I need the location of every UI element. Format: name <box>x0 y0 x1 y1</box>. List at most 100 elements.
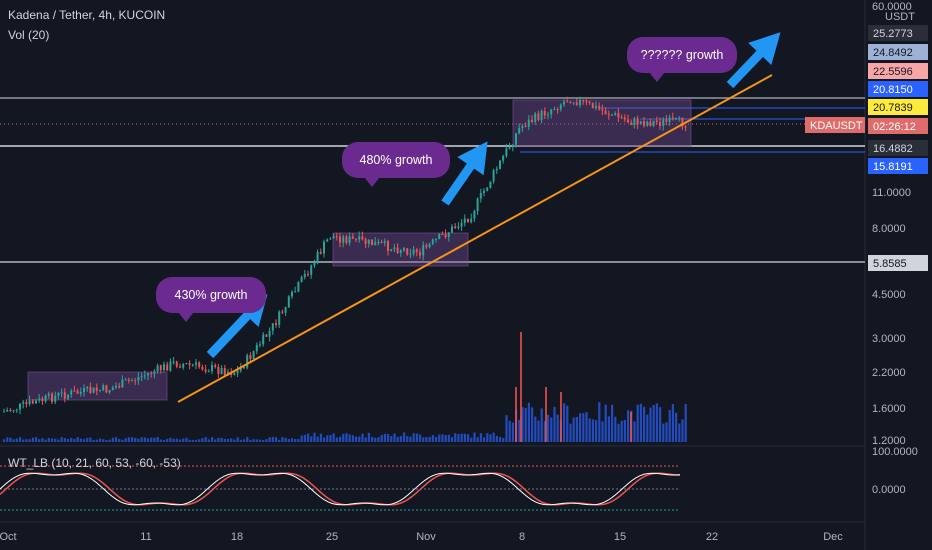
candle-body <box>255 345 258 352</box>
volume-bar <box>415 433 418 442</box>
candle-body <box>659 122 661 126</box>
volume-bar <box>156 437 159 442</box>
volume-bar <box>198 439 201 442</box>
volume-bar <box>374 437 377 442</box>
volume-bar <box>89 437 92 442</box>
volume-bar <box>159 439 162 442</box>
candle-body <box>99 390 101 392</box>
candle-body <box>294 291 297 293</box>
volume-bar <box>51 438 54 442</box>
volume-bar <box>15 438 18 442</box>
candle-body <box>41 398 44 402</box>
volume-bar <box>252 439 255 442</box>
volume-bar <box>681 419 684 442</box>
candle-body <box>323 241 325 254</box>
price-tag-bg <box>868 255 928 271</box>
volume-bar <box>547 414 550 442</box>
candle-body <box>559 104 562 110</box>
volume-bar <box>294 438 297 442</box>
volume-bar <box>38 439 41 442</box>
price-tag: 5.8585 <box>873 258 907 270</box>
candle-body <box>54 395 57 402</box>
candle-body <box>617 113 620 118</box>
candle-body <box>47 393 50 396</box>
candle-body <box>118 386 121 388</box>
candle-body <box>217 366 220 374</box>
volume-bar <box>502 437 505 442</box>
osc-tick: 100.0000 <box>872 446 918 458</box>
candle-body <box>607 114 610 116</box>
volume-bar <box>249 439 252 442</box>
volume-bar <box>521 407 524 442</box>
candle-body <box>259 344 261 346</box>
volume-bar <box>143 437 146 442</box>
candle-body <box>579 99 581 106</box>
volume-bar <box>329 435 332 442</box>
volume-bar <box>108 439 111 442</box>
candle-body <box>51 393 53 402</box>
oscillator-label: WT_LB (10, 21, 60, 53, -60, -53) <box>8 456 181 470</box>
growth-arrow-3-head <box>748 32 781 65</box>
volume-bar <box>105 439 108 442</box>
volume-bar <box>339 436 342 442</box>
volume-bar <box>233 439 236 442</box>
volume-bar <box>44 439 47 442</box>
candle-body <box>502 155 505 161</box>
candle-body <box>463 218 466 223</box>
volume-bar <box>396 436 399 442</box>
volume-spike <box>560 392 562 442</box>
candle-body <box>287 296 290 308</box>
price-tag: 20.7839 <box>873 102 913 114</box>
symbol-tag-bg <box>805 117 865 133</box>
candle-body <box>399 250 402 253</box>
candle-body <box>67 394 69 399</box>
candle-body <box>646 121 649 126</box>
volume-bar <box>153 437 156 442</box>
candle-body <box>105 385 108 393</box>
candle-body <box>531 119 533 122</box>
volume-spike <box>630 412 632 442</box>
candle-body <box>86 386 89 389</box>
candle-body <box>675 118 677 120</box>
candle-body <box>303 274 306 278</box>
candle-body <box>121 379 124 388</box>
candle-body <box>547 114 549 116</box>
volume-bar <box>431 435 434 442</box>
volume-bar <box>73 438 76 442</box>
volume-bar <box>95 439 98 442</box>
volume-bar <box>223 438 226 442</box>
volume-bar <box>287 439 290 442</box>
candle-body <box>351 236 354 239</box>
candle-body <box>483 190 485 193</box>
candle-body <box>89 386 92 393</box>
volume-bar <box>454 433 457 442</box>
volume-bar <box>182 438 185 442</box>
candle-body <box>214 365 217 367</box>
volume-bar <box>463 433 466 442</box>
candle-body <box>585 101 588 103</box>
candle-body <box>319 251 322 254</box>
candle-body <box>569 101 572 103</box>
volume-bar <box>422 437 425 442</box>
price-tag: 24.8492 <box>873 47 913 59</box>
candle-body <box>601 109 604 111</box>
volume-bar <box>121 439 124 442</box>
volume-bar <box>9 437 12 442</box>
candle-body <box>473 210 476 219</box>
volume-bar <box>495 435 498 442</box>
candle-body <box>134 380 137 382</box>
price-tick: 1.6000 <box>872 403 906 415</box>
time-label: 15 <box>614 531 626 543</box>
candle-body <box>639 121 642 125</box>
candle-body <box>262 334 265 345</box>
volume-bar <box>371 436 374 442</box>
volume-bar <box>569 423 572 442</box>
candle-body <box>572 102 575 104</box>
candle-body <box>175 361 178 367</box>
candle-body <box>111 387 114 391</box>
time-label: Dec <box>823 531 843 543</box>
volume-bar <box>28 439 31 442</box>
osc-signal <box>0 472 681 506</box>
volume-bar <box>63 438 66 442</box>
